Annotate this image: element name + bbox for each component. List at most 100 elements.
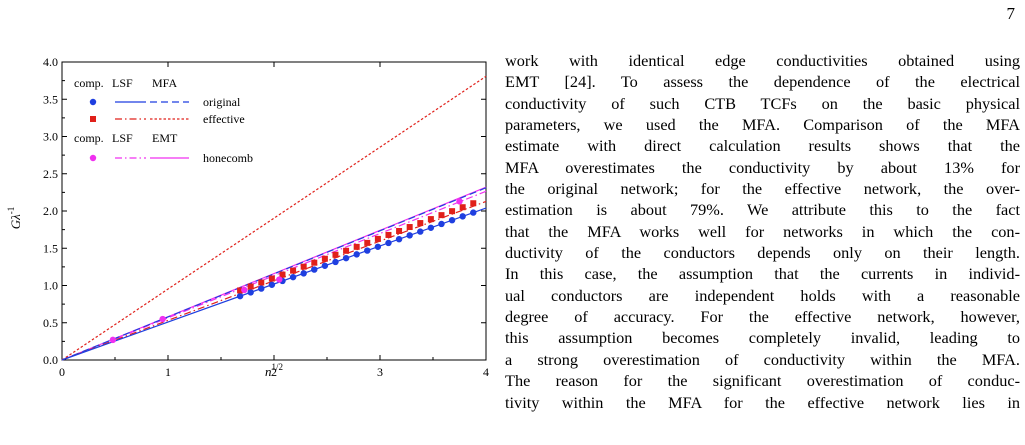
text-line: that the MFA works well for networks in … xyxy=(505,221,1020,241)
effective-data-point xyxy=(438,212,445,219)
original-data-point xyxy=(470,209,477,216)
text-line: tivity within the MFA for the effective … xyxy=(505,392,1020,412)
legend-header-2-1: LSF xyxy=(112,131,133,145)
text-line: MFA overestimates the conductivity by ab… xyxy=(505,157,1020,177)
text-line: the original network; for the effective … xyxy=(505,179,1020,199)
legend-header-1-1: LSF xyxy=(112,76,133,90)
effective-data-point xyxy=(332,251,339,258)
effective-data-point xyxy=(364,239,371,246)
effective-data-point xyxy=(247,283,254,290)
original-data-point xyxy=(459,213,466,220)
effective-data-point xyxy=(258,279,265,286)
y-tick-label: 0.5 xyxy=(43,316,58,330)
text-line: a strong overestimation of conductivity … xyxy=(505,349,1020,369)
plot-frame xyxy=(61,61,487,361)
original-data-point xyxy=(385,239,392,247)
effective-data-point xyxy=(237,287,244,294)
y-tick-label: 3.0 xyxy=(43,130,58,144)
text-line: estimation is about 79%. We attribute th… xyxy=(505,200,1020,220)
y-tick-label: 1.5 xyxy=(43,241,58,255)
body-text-column: work with identical edge conductivities … xyxy=(505,50,1020,413)
text-line: EMT [24]. To assess the dependence of th… xyxy=(505,72,1020,92)
legend-original-marker xyxy=(89,98,97,106)
text-line: degree of accuracy. For the effective ne… xyxy=(505,307,1020,327)
text-line: ual conductors are independent holds wit… xyxy=(505,285,1020,305)
x-axis-label-sup: 1/2 xyxy=(271,362,283,372)
effective-data-point xyxy=(470,200,477,207)
effective-data-point xyxy=(385,231,392,238)
text-line: estimate with direct calculation results… xyxy=(505,136,1020,156)
page-number: 7 xyxy=(1006,4,1016,23)
original-data-point xyxy=(300,270,307,277)
effective-data-point xyxy=(417,220,424,227)
text-line: conductivity of such CTB TCFs on the bas… xyxy=(505,93,1020,113)
legend-header-2-2: EMT xyxy=(152,131,178,145)
original-data-point xyxy=(321,262,329,269)
legend-header-1-2: MFA xyxy=(152,76,177,90)
original-data-point xyxy=(448,216,456,224)
legend-header-1-0: comp. xyxy=(74,76,104,90)
effective-data-point xyxy=(353,243,360,250)
chart: 0 1 2 3 4 0.0 0.5 1.0 1.5 2.0 2.5 3.0 3.5 4.0 comp. LS… xyxy=(6,55,489,379)
y-tick-label: 4.0 xyxy=(43,55,58,69)
effective-data-point xyxy=(279,271,286,278)
effective-data-point xyxy=(427,216,434,223)
legend: comp. LSF MFA original effective comp. LSF EMT h… xyxy=(74,76,253,165)
original-data-point xyxy=(417,228,424,235)
y-axis-label-text: Gλ xyxy=(8,214,23,229)
effective-lsf-line xyxy=(61,200,487,361)
original-data-point xyxy=(332,258,339,266)
x-axis-label-text: n xyxy=(265,364,272,379)
original-data-point xyxy=(268,281,276,288)
text-line: ductivity of the conductors depends only… xyxy=(505,243,1020,263)
original-data-point xyxy=(438,220,445,228)
effective-data-point xyxy=(268,275,275,282)
original-data-point xyxy=(289,273,297,281)
x-tick-label: 3 xyxy=(377,365,383,379)
x-tick-label: 1 xyxy=(165,365,171,379)
legend-honeycomb-label: honecomb xyxy=(203,151,253,165)
y-tick-label: 3.5 xyxy=(43,92,58,106)
legend-header-2-0: comp. xyxy=(74,131,104,145)
honeycomb-data-point xyxy=(109,336,117,344)
body-paragraph: work with identical edge conductivities … xyxy=(505,50,1020,413)
x-tick-label: 2 xyxy=(271,365,277,379)
legend-effective-label: effective xyxy=(203,112,245,126)
y-axis-label-sup: -1 xyxy=(6,207,16,215)
effective-data-point xyxy=(396,227,403,234)
text-line: work with identical edge conductivities … xyxy=(505,51,1020,70)
series-markers xyxy=(109,198,477,344)
original-data-point xyxy=(236,292,244,300)
original-data-point xyxy=(353,251,360,258)
effective-data-point xyxy=(374,235,381,242)
honeycomb-data-point xyxy=(241,286,248,294)
original-data-point xyxy=(406,232,413,239)
original-data-point xyxy=(258,285,265,292)
y-tick-label: 2.0 xyxy=(43,204,58,218)
original-data-point xyxy=(374,243,382,250)
legend-effective-marker xyxy=(90,116,96,122)
effective-mfa-line xyxy=(61,75,487,361)
honeycomb-data-point xyxy=(456,198,463,205)
effective-data-point xyxy=(300,263,307,270)
y-tick-label: 2.5 xyxy=(43,167,58,181)
effective-data-point xyxy=(290,267,297,274)
x-axis-label: n1/2 xyxy=(265,362,283,379)
original-data-point xyxy=(311,266,318,273)
text-line: The reason for the significant overestim… xyxy=(505,371,1020,391)
original-data-point xyxy=(247,289,254,296)
effective-data-point xyxy=(449,208,456,215)
axes: 0 1 2 3 4 0.0 0.5 1.0 1.5 2.0 2.5 3.0 3.5 4.0 xyxy=(43,55,489,379)
x-tick-label: 0 xyxy=(59,365,65,379)
effective-data-point xyxy=(459,204,466,211)
original-data-point xyxy=(395,235,403,243)
effective-data-point xyxy=(311,259,318,266)
y-tick-label: 0.0 xyxy=(43,353,58,367)
original-data-point xyxy=(364,247,371,254)
text-line: parameters, we used the MFA. Comparison … xyxy=(505,115,1020,135)
effective-data-point xyxy=(321,255,328,262)
honeycomb-data-point xyxy=(159,315,166,323)
legend-honeycomb-marker xyxy=(89,154,97,162)
effective-data-point xyxy=(343,247,350,254)
honeycomb-emt-line xyxy=(61,186,487,361)
